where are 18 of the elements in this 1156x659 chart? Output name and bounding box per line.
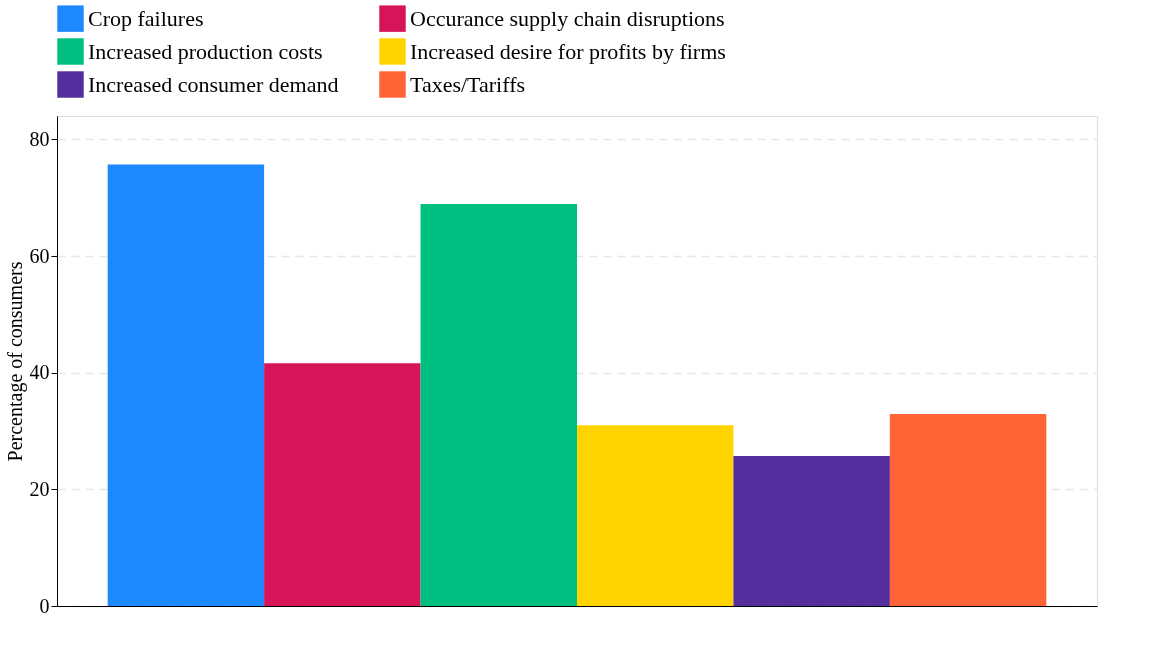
legend-label: Increased production costs [88,38,323,64]
y-tick-label: 40 [29,361,50,384]
bar [733,456,890,606]
legend-label: Occurance supply chain disruptions [410,5,725,31]
legend-label: Increased consumer demand [88,71,339,97]
y-axis-title: Percentage of consumers [3,261,27,462]
legend-label: Crop failures [88,5,204,31]
legend-label: Increased desire for profits by firms [410,38,726,64]
y-tick-label: 60 [29,244,50,267]
y-tick-label: 0 [39,594,50,617]
legend-label: Taxes/Tariffs [410,71,526,97]
bar [420,204,577,606]
bar [264,363,421,606]
bar [107,164,265,606]
bar [889,414,1047,606]
y-tick-label: 20 [29,477,50,500]
y-tick-label: 80 [29,127,50,150]
bar [577,425,734,606]
